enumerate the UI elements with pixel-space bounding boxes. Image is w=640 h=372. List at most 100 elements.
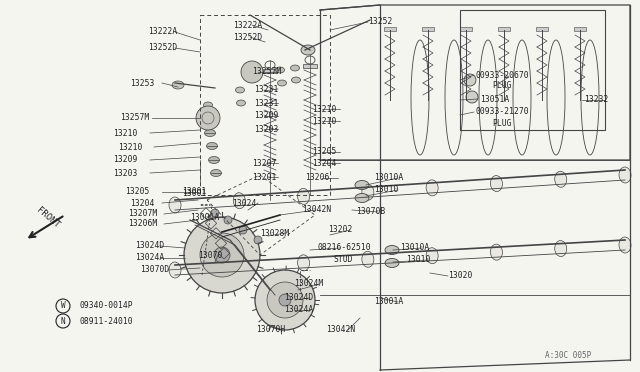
Text: 13020: 13020 bbox=[448, 272, 472, 280]
Text: 13001A: 13001A bbox=[374, 298, 403, 307]
Bar bbox=[263, 69, 277, 73]
Circle shape bbox=[267, 282, 303, 318]
Text: 13205: 13205 bbox=[125, 187, 149, 196]
Ellipse shape bbox=[619, 237, 631, 253]
Ellipse shape bbox=[205, 129, 216, 137]
Text: 13001: 13001 bbox=[182, 189, 206, 198]
Text: 13024A: 13024A bbox=[135, 253, 164, 263]
Ellipse shape bbox=[278, 80, 287, 86]
Text: 13252: 13252 bbox=[368, 17, 392, 26]
Ellipse shape bbox=[619, 167, 631, 183]
Bar bbox=[498, 27, 510, 31]
Text: 13252D: 13252D bbox=[148, 44, 177, 52]
Text: N: N bbox=[61, 317, 65, 326]
Text: PLUG: PLUG bbox=[492, 81, 511, 90]
Text: PLUG: PLUG bbox=[492, 119, 511, 128]
Text: 13209: 13209 bbox=[254, 112, 278, 121]
Text: 13070H: 13070H bbox=[256, 326, 285, 334]
Bar bbox=[211, 228, 221, 239]
Text: 13203: 13203 bbox=[113, 169, 138, 177]
Ellipse shape bbox=[209, 157, 220, 164]
Ellipse shape bbox=[236, 87, 244, 93]
Bar bbox=[200, 208, 212, 219]
Ellipse shape bbox=[355, 180, 369, 189]
Circle shape bbox=[224, 216, 232, 224]
Ellipse shape bbox=[233, 193, 245, 209]
Text: 13232: 13232 bbox=[584, 96, 609, 105]
Text: 13205: 13205 bbox=[312, 148, 337, 157]
Text: 13010: 13010 bbox=[406, 256, 430, 264]
Text: 13209: 13209 bbox=[113, 155, 138, 164]
Circle shape bbox=[200, 233, 244, 277]
Text: 13231: 13231 bbox=[254, 84, 278, 93]
Text: 13024D: 13024D bbox=[284, 294, 313, 302]
Ellipse shape bbox=[555, 171, 567, 187]
Ellipse shape bbox=[385, 246, 399, 254]
Ellipse shape bbox=[355, 193, 369, 202]
Text: 13231: 13231 bbox=[254, 99, 278, 108]
Circle shape bbox=[239, 226, 247, 234]
Text: 13070D: 13070D bbox=[140, 266, 169, 275]
Ellipse shape bbox=[490, 244, 502, 260]
Text: A:30C 005P: A:30C 005P bbox=[545, 352, 591, 360]
Ellipse shape bbox=[233, 259, 245, 275]
Text: 13024M: 13024M bbox=[294, 279, 323, 289]
Text: 13210: 13210 bbox=[312, 116, 337, 125]
Text: 13253: 13253 bbox=[130, 78, 154, 87]
Text: 13202: 13202 bbox=[328, 225, 353, 234]
Text: 13222A: 13222A bbox=[233, 20, 262, 29]
Text: 13257M: 13257M bbox=[252, 67, 281, 77]
Text: 13010A: 13010A bbox=[374, 173, 403, 183]
Bar bbox=[384, 27, 396, 31]
Text: 13203: 13203 bbox=[254, 125, 278, 134]
Circle shape bbox=[466, 91, 478, 103]
Text: 13206M: 13206M bbox=[128, 219, 157, 228]
Ellipse shape bbox=[301, 45, 315, 55]
Text: 13210: 13210 bbox=[312, 105, 337, 113]
Text: 13206: 13206 bbox=[305, 173, 330, 183]
Text: 13042N: 13042N bbox=[326, 326, 355, 334]
Text: 13210: 13210 bbox=[118, 142, 142, 151]
Ellipse shape bbox=[211, 170, 221, 176]
Circle shape bbox=[211, 209, 219, 217]
Text: 13028M: 13028M bbox=[260, 228, 289, 237]
Ellipse shape bbox=[555, 241, 567, 257]
Text: 13024: 13024 bbox=[232, 199, 257, 208]
Circle shape bbox=[464, 74, 476, 86]
Ellipse shape bbox=[291, 77, 301, 83]
Text: 13024A: 13024A bbox=[284, 305, 313, 314]
Text: 13001: 13001 bbox=[182, 187, 206, 196]
Ellipse shape bbox=[207, 142, 218, 150]
Ellipse shape bbox=[298, 255, 310, 271]
Text: 13257M: 13257M bbox=[120, 113, 149, 122]
Text: 13204: 13204 bbox=[130, 199, 154, 208]
Text: FRONT: FRONT bbox=[35, 206, 61, 230]
Ellipse shape bbox=[362, 251, 374, 267]
Text: 13051A: 13051A bbox=[480, 94, 509, 103]
Text: 13222A: 13222A bbox=[148, 28, 177, 36]
Ellipse shape bbox=[490, 176, 502, 192]
Text: 13201: 13201 bbox=[252, 173, 276, 182]
Ellipse shape bbox=[426, 180, 438, 196]
Text: 13070B: 13070B bbox=[356, 208, 385, 217]
Text: 13024D: 13024D bbox=[135, 241, 164, 250]
Text: 00933-21270: 00933-21270 bbox=[476, 108, 530, 116]
Text: 13010A: 13010A bbox=[400, 244, 429, 253]
Ellipse shape bbox=[275, 67, 285, 73]
Circle shape bbox=[196, 106, 220, 130]
Text: W: W bbox=[61, 301, 65, 311]
Ellipse shape bbox=[204, 102, 212, 108]
Text: 00933-20670: 00933-20670 bbox=[476, 71, 530, 80]
Bar bbox=[422, 27, 434, 31]
Text: 09340-0014P: 09340-0014P bbox=[80, 301, 134, 311]
Bar bbox=[460, 10, 605, 130]
Ellipse shape bbox=[362, 184, 374, 200]
Circle shape bbox=[279, 294, 291, 306]
Text: 13001A: 13001A bbox=[190, 212, 220, 221]
Bar bbox=[205, 218, 217, 229]
Ellipse shape bbox=[291, 65, 300, 71]
Ellipse shape bbox=[426, 248, 438, 264]
Text: 08911-24010: 08911-24010 bbox=[80, 317, 134, 326]
Bar bbox=[218, 248, 230, 259]
Circle shape bbox=[255, 270, 315, 330]
